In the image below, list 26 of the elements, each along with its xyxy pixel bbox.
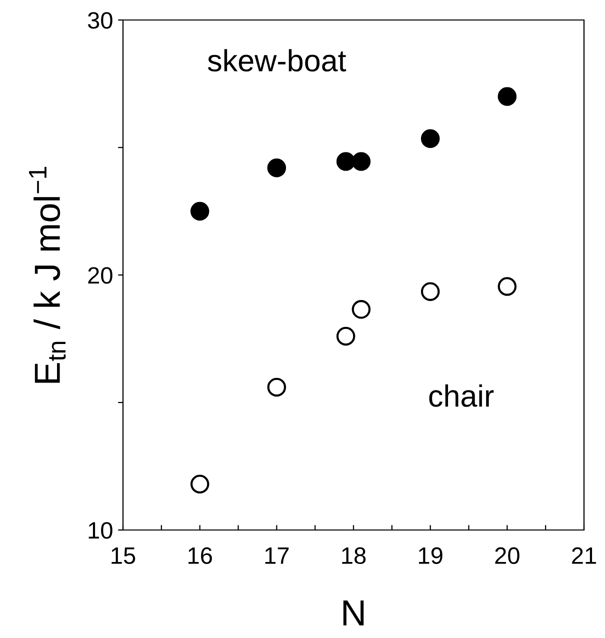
x-axis-title: N [343, 600, 364, 626]
y-axis-title: E$_{tn}$ / k J mol$^{−1}$ [29, 166, 66, 383]
text: skew-boat [208, 49, 346, 72]
y-tick-label: 10 [88, 522, 112, 539]
x-tick-label: 21 [572, 547, 596, 564]
point [267, 378, 286, 397]
x-tick-label: 20 [495, 547, 520, 564]
y-tick-label: 20 [88, 267, 112, 284]
point [498, 87, 517, 106]
x-tick-label: 19 [419, 547, 442, 564]
x-tick-label: 18 [342, 547, 366, 564]
point [267, 158, 286, 178]
point [352, 300, 371, 319]
x-tick-label: 17 [265, 548, 289, 564]
text: chair [429, 384, 494, 407]
point [190, 474, 210, 494]
point [420, 282, 440, 301]
point [498, 277, 517, 296]
point [420, 129, 440, 148]
x-tick-label: 15 [112, 548, 136, 564]
point [352, 152, 371, 171]
point [336, 152, 356, 171]
point [336, 326, 356, 346]
y-tick-label: 30 [88, 12, 112, 29]
x-tick-label: 16 [188, 547, 212, 564]
point [190, 202, 210, 221]
